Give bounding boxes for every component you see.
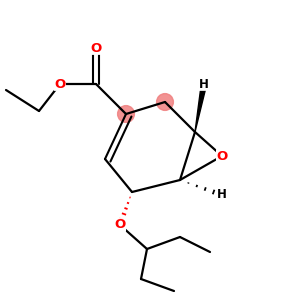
Text: O: O — [54, 77, 66, 91]
Text: O: O — [90, 41, 102, 55]
Text: O: O — [216, 149, 228, 163]
Text: H: H — [199, 77, 209, 91]
Polygon shape — [195, 83, 207, 132]
Circle shape — [157, 94, 173, 110]
Text: H: H — [217, 188, 227, 202]
Circle shape — [118, 106, 134, 122]
Text: O: O — [114, 218, 126, 232]
